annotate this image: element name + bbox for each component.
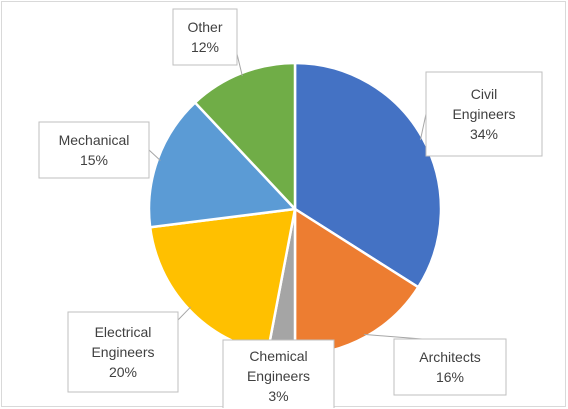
data-label-value: 16% bbox=[436, 369, 464, 385]
data-label-chemical-engineers: Chemical Engineers 3% bbox=[222, 339, 335, 408]
data-label-category: Mechanical bbox=[59, 132, 130, 148]
data-label-text: Chemical Engineers 3% bbox=[247, 348, 310, 404]
data-label-category: Engineers bbox=[452, 106, 515, 122]
data-label-category: Electrical bbox=[95, 324, 152, 340]
data-label-mechanical: Mechanical 15% bbox=[38, 121, 150, 179]
data-label-category: Architects bbox=[419, 349, 480, 365]
data-label-value: 20% bbox=[109, 364, 137, 380]
data-label-text: Civil Engineers 34% bbox=[452, 86, 515, 142]
data-label-text: Mechanical 15% bbox=[59, 132, 130, 168]
data-label-text: Other 12% bbox=[187, 19, 222, 55]
data-label-box bbox=[222, 339, 335, 408]
data-label-value: 15% bbox=[80, 152, 108, 168]
data-label-box bbox=[425, 71, 543, 157]
data-label-value: 34% bbox=[470, 126, 498, 142]
pie-slices bbox=[147, 61, 443, 357]
data-label-text: Electrical Engineers 20% bbox=[91, 324, 154, 380]
data-label-electrical-engineers: Electrical Engineers 20% bbox=[67, 311, 179, 393]
data-label-box bbox=[67, 311, 179, 393]
data-label-category: Engineers bbox=[247, 368, 310, 384]
data-label-category: Chemical bbox=[249, 348, 307, 364]
leader-line-architects bbox=[363, 333, 423, 340]
data-label-box bbox=[38, 121, 150, 179]
leader-line-electrical-engineers bbox=[177, 306, 192, 321]
data-label-civil-engineers: Civil Engineers 34% bbox=[425, 71, 543, 157]
data-label-box bbox=[172, 8, 238, 66]
data-label-other: Other 12% bbox=[172, 8, 238, 66]
data-label-category: Other bbox=[187, 19, 222, 35]
data-label-category: Civil bbox=[471, 86, 497, 102]
data-label-value: 12% bbox=[191, 39, 219, 55]
data-label-callouts: Civil Engineers 34% Architects 16% Chemical En… bbox=[38, 8, 543, 408]
leader-line-mechanical bbox=[148, 149, 161, 161]
pie-slice-mechanical bbox=[147, 101, 297, 229]
data-label-text: Architects 16% bbox=[419, 349, 480, 385]
data-label-box bbox=[393, 338, 507, 396]
data-label-architects: Architects 16% bbox=[393, 338, 507, 396]
leader-line-other bbox=[236, 53, 243, 77]
leader-line-civil-engineers bbox=[419, 113, 427, 141]
data-label-value: 3% bbox=[268, 388, 288, 404]
data-label-category: Engineers bbox=[91, 344, 154, 360]
